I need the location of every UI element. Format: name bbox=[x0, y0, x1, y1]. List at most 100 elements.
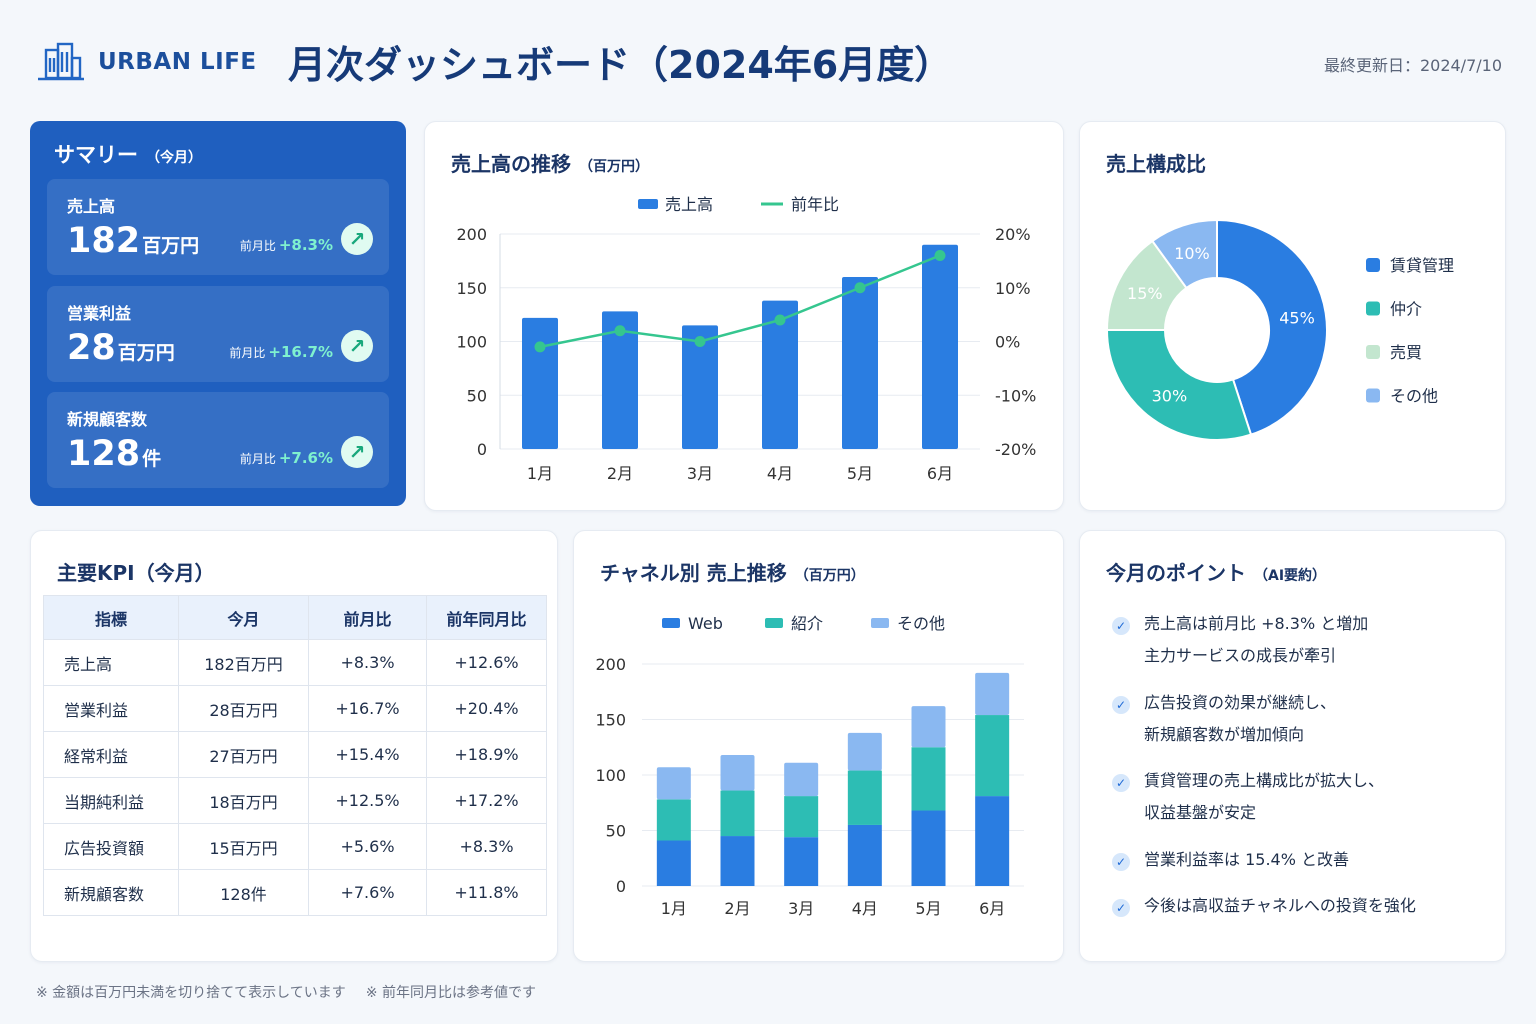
last-updated: 最終更新日：2024/7/10 bbox=[1323, 56, 1502, 75]
point-item: ✓ 広告投資の効果が継続し、 新規顧客数が増加傾向 bbox=[1112, 693, 1336, 751]
stacked-bar-segment[interactable] bbox=[784, 796, 819, 838]
table-row[interactable]: 売上高 182百万円 +8.3% +12.6% bbox=[43, 639, 547, 686]
kpi-value: 28 百万円 bbox=[67, 328, 175, 368]
table-row[interactable]: 営業利益 28百万円 +16.7% +20.4% bbox=[43, 685, 547, 732]
table-cell: 27百万円 bbox=[178, 731, 309, 778]
point-item: ✓ 賃貸管理の売上構成比が拡大し、 収益基盤が安定 bbox=[1112, 771, 1384, 829]
stacked-bar-segment[interactable] bbox=[720, 755, 755, 791]
kpi-value: 182 百万円 bbox=[67, 221, 200, 261]
x-tick-label: 6月 bbox=[927, 464, 953, 483]
legend-label: 紹介 bbox=[791, 614, 823, 633]
stacked-bar-segment[interactable] bbox=[847, 770, 882, 825]
x-tick-label: 1月 bbox=[527, 464, 553, 483]
y2-tick-label: 0% bbox=[995, 333, 1020, 352]
slice-label: 45% bbox=[1279, 308, 1315, 327]
summary-card-new-customers[interactable]: 新規顧客数 128 件 前月比 +7.6% ↗ bbox=[47, 392, 389, 488]
stacked-bar-segment[interactable] bbox=[720, 836, 755, 886]
summary-panel: サマリー （今月） 売上高 182 百万円 前月比 +8.3% ↗ 営業利益 28 百万… bbox=[30, 121, 406, 506]
table-row[interactable]: 当期純利益 18百万円 +12.5% +17.2% bbox=[43, 777, 547, 824]
y-tick-label: 0 bbox=[616, 877, 626, 896]
bar-sales[interactable] bbox=[922, 244, 958, 449]
point-yoy[interactable] bbox=[774, 314, 786, 326]
stacked-bar-segment[interactable] bbox=[847, 732, 882, 771]
check-icon: ✓ bbox=[1112, 617, 1130, 635]
check-icon: ✓ bbox=[1112, 696, 1130, 714]
line-yoy bbox=[539, 254, 941, 349]
donut-slice[interactable] bbox=[1216, 218, 1328, 436]
sales-composition-card: 売上構成比 45% 30% 15% 10% 賃貸管理 仲介 売買 その他 bbox=[1079, 121, 1506, 511]
stacked-bar-segment[interactable] bbox=[975, 715, 1010, 797]
stacked-bar-segment[interactable] bbox=[720, 790, 755, 837]
bar-sales[interactable] bbox=[762, 300, 798, 449]
legend-swatch bbox=[765, 618, 783, 628]
stacked-bar-segment[interactable] bbox=[784, 837, 819, 886]
legend-swatch bbox=[1366, 345, 1380, 359]
y-tick-label: 0 bbox=[477, 440, 487, 459]
stacked-bar-segment[interactable] bbox=[911, 706, 946, 748]
x-tick-label: 3月 bbox=[788, 899, 814, 918]
y-tick-label: 100 bbox=[595, 766, 626, 785]
table-cell: +12.5% bbox=[308, 777, 427, 824]
stacked-bar-segment[interactable] bbox=[656, 840, 691, 886]
legend-label-sales: 売上高 bbox=[665, 195, 713, 214]
point-yoy[interactable] bbox=[614, 325, 626, 337]
column-header[interactable]: 指標 bbox=[43, 595, 179, 640]
table-cell: +15.4% bbox=[308, 731, 427, 778]
check-icon: ✓ bbox=[1112, 899, 1130, 917]
footnote: ※ 前年同月比は参考値です bbox=[365, 985, 536, 1001]
monthly-points-card: 今月のポイント （AI要約） ✓ 売上高は前月比 +8.3% と増加 主力サービスの… bbox=[1079, 530, 1506, 962]
slice-label: 30% bbox=[1152, 387, 1188, 406]
bar-sales[interactable] bbox=[842, 277, 878, 449]
summary-card-operating-profit[interactable]: 営業利益 28 百万円 前月比 +16.7% ↗ bbox=[47, 286, 389, 382]
kpi-label: 売上高 bbox=[67, 197, 116, 216]
table-cell: +7.6% bbox=[308, 869, 427, 916]
summary-card-sales[interactable]: 売上高 182 百万円 前月比 +8.3% ↗ bbox=[47, 179, 389, 275]
bar-sales[interactable] bbox=[522, 317, 558, 449]
table-cell: +8.3% bbox=[426, 823, 547, 870]
stacked-bar-segment[interactable] bbox=[911, 810, 946, 886]
column-header[interactable]: 今月 bbox=[178, 595, 309, 640]
point-yoy[interactable] bbox=[694, 336, 706, 347]
building-icon bbox=[38, 42, 84, 81]
x-tick-label: 1月 bbox=[661, 899, 687, 918]
table-row[interactable]: 経常利益 27百万円 +15.4% +18.9% bbox=[43, 731, 547, 778]
point-yoy[interactable] bbox=[534, 341, 546, 353]
stacked-bar-segment[interactable] bbox=[911, 747, 946, 811]
table-cell: 当期純利益 bbox=[43, 777, 179, 824]
donut-slice[interactable] bbox=[1150, 218, 1218, 290]
channel-chart-title: チャネル別 売上推移 （百万円） bbox=[600, 561, 865, 585]
sales-chart: 売上高 前年比 0 50 100 150 200 -20% -10% 0% 10% 20% 1月 2月… bbox=[456, 195, 1036, 483]
point-yoy[interactable] bbox=[934, 250, 946, 261]
y-tick-label: 200 bbox=[595, 655, 626, 674]
stacked-bar-segment[interactable] bbox=[656, 799, 691, 841]
bar-sales[interactable] bbox=[602, 311, 638, 449]
x-tick-label: 2月 bbox=[607, 464, 633, 483]
legend-swatch bbox=[662, 618, 680, 628]
kpi-table-title: 主要KPI（今月） bbox=[57, 561, 215, 585]
y-tick-label: 150 bbox=[456, 279, 487, 298]
stacked-bar-segment[interactable] bbox=[975, 796, 1010, 886]
legend-label: 仲介 bbox=[1390, 300, 1422, 319]
table-cell: +12.6% bbox=[426, 639, 547, 686]
legend-swatch bbox=[1366, 258, 1380, 272]
point-yoy[interactable] bbox=[854, 282, 866, 294]
table-cell: 経常利益 bbox=[43, 731, 179, 778]
bar-sales[interactable] bbox=[682, 325, 718, 449]
x-tick-label: 6月 bbox=[979, 899, 1005, 918]
table-row[interactable]: 新規顧客数 128件 +7.6% +11.8% bbox=[43, 869, 547, 916]
table-cell: +5.6% bbox=[308, 823, 427, 870]
summary-title: サマリー （今月） bbox=[54, 143, 202, 167]
kpi-delta: 前月比 +7.6% bbox=[239, 449, 333, 467]
stacked-bar-segment[interactable] bbox=[656, 767, 691, 800]
brand-logo[interactable]: URBAN LIFE bbox=[36, 40, 276, 84]
stacked-bar-segment[interactable] bbox=[847, 824, 882, 886]
column-header[interactable]: 前年同月比 bbox=[426, 595, 547, 640]
stacked-bar-segment[interactable] bbox=[975, 672, 1010, 716]
sales-trend-card: 売上高の推移 （百万円） 売上高 前年比 0 50 100 150 200 -20% -10%… bbox=[424, 121, 1064, 511]
legend-label: その他 bbox=[1390, 387, 1438, 406]
table-cell: 182百万円 bbox=[178, 639, 309, 686]
column-header[interactable]: 前月比 bbox=[308, 595, 427, 640]
donut-slice[interactable] bbox=[1105, 329, 1253, 441]
table-row[interactable]: 広告投資額 15百万円 +5.6% +8.3% bbox=[43, 823, 547, 870]
stacked-bar-segment[interactable] bbox=[784, 762, 819, 797]
